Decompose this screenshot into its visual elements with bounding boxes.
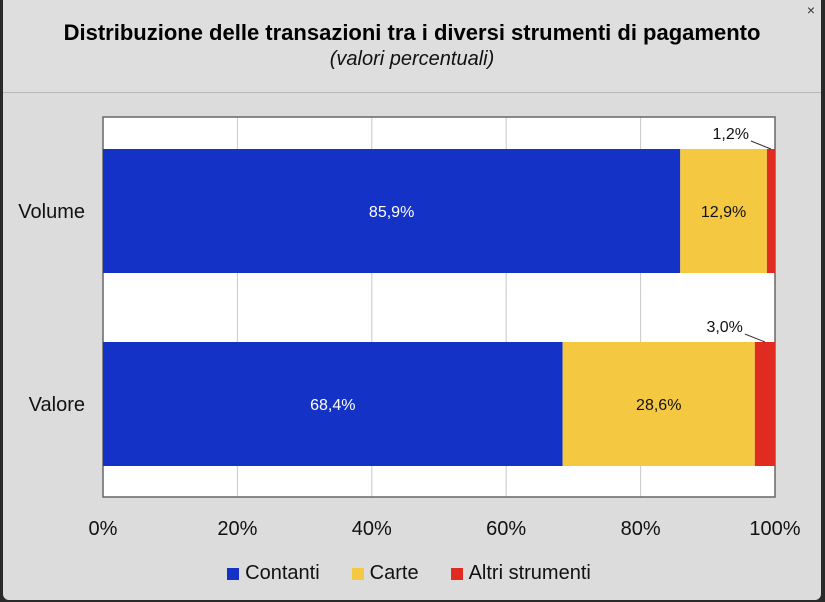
- data-label: 28,6%: [636, 397, 681, 414]
- bar-segment: [562, 342, 755, 466]
- plot-border: [102, 116, 776, 498]
- bar-segment: [766, 149, 775, 273]
- legend-swatch-carte: [351, 567, 364, 580]
- data-label: 85,9%: [369, 204, 414, 221]
- legend-label-altri-strumenti: Altri strumenti: [468, 562, 591, 584]
- data-label: 3,0%: [706, 319, 742, 336]
- legend: Contanti Carte Altri strumenti: [0, 562, 818, 585]
- bar-segment: [754, 342, 775, 466]
- legend-item-contanti: Contanti: [227, 562, 320, 585]
- x-tick-label: 60%: [486, 518, 526, 540]
- bar-segment: [103, 149, 681, 273]
- data-label: 1,2%: [712, 126, 748, 143]
- legend-item-carte: Carte: [351, 562, 419, 585]
- y-category-label: Valore: [29, 394, 85, 416]
- legend-item-altri-strumenti: Altri strumenti: [450, 562, 591, 585]
- x-tick-label: 40%: [352, 518, 392, 540]
- data-label-leader: [744, 333, 766, 343]
- data-label: 12,9%: [701, 204, 746, 221]
- x-tick-label: 0%: [89, 518, 118, 540]
- legend-label-carte: Carte: [369, 562, 419, 584]
- legend-label-contanti: Contanti: [245, 562, 320, 584]
- x-tick-label: 20%: [217, 518, 257, 540]
- y-category-label: Volume: [18, 201, 85, 223]
- data-label-leader: [750, 140, 772, 150]
- bar-segment: [103, 342, 563, 466]
- chart-subtitle: (valori percentuali): [329, 48, 495, 70]
- x-tick-label: 80%: [621, 518, 661, 540]
- close-icon[interactable]: ×: [806, 2, 815, 18]
- title-band: Distribuzione delle transazioni tra i di…: [3, 0, 821, 93]
- x-tick-label: 100%: [749, 518, 800, 540]
- chart-title: Distribuzione delle transazioni tra i di…: [63, 20, 761, 45]
- data-label: 68,4%: [310, 397, 355, 414]
- legend-swatch-contanti: [227, 567, 240, 580]
- legend-swatch-altri-strumenti: [450, 567, 463, 580]
- bar-segment: [680, 149, 767, 273]
